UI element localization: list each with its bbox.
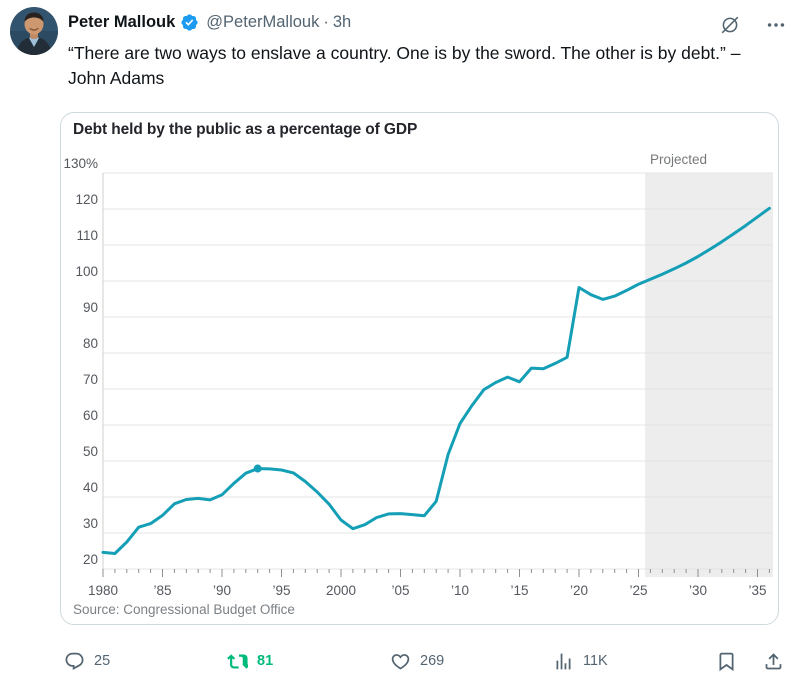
y-axis-label: 100 xyxy=(75,264,98,279)
projected-region xyxy=(645,173,773,577)
y-axis-label: 60 xyxy=(83,408,98,423)
analytics-bars-icon xyxy=(556,653,571,669)
like-button[interactable]: 269 xyxy=(390,651,553,672)
chart-card[interactable]: Debt held by the public as a percentage … xyxy=(60,112,779,625)
y-axis-label: 90 xyxy=(83,300,98,315)
share-icon xyxy=(765,652,782,669)
timestamp[interactable]: 3h xyxy=(332,13,352,31)
post-header: Peter Mallouk @PeterMallouk · 3h xyxy=(68,13,351,32)
debt-line-series xyxy=(101,206,771,555)
more-menu-icon[interactable] xyxy=(765,14,787,36)
y-axis-label: 120 xyxy=(75,192,98,207)
y-axis-label: 130% xyxy=(63,156,98,171)
action-bar: 25 81 269 11K xyxy=(64,644,788,678)
y-axis-label: 70 xyxy=(83,372,98,387)
x-axis-label: 1980 xyxy=(88,583,118,598)
separator-dot: · xyxy=(323,13,329,31)
reply-button[interactable]: 25 xyxy=(64,651,227,672)
grok-icon[interactable] xyxy=(719,14,741,36)
y-axis-label: 50 xyxy=(83,444,98,459)
x-axis-label: 2000 xyxy=(326,583,356,598)
repost-count: 81 xyxy=(257,653,274,669)
views-count: 11K xyxy=(583,653,608,669)
reply-count: 25 xyxy=(94,653,111,669)
x-axis-label: ’30 xyxy=(689,583,707,598)
reply-icon xyxy=(65,652,84,670)
y-axis-label: 20 xyxy=(83,552,98,567)
repost-button[interactable]: 81 xyxy=(227,651,390,672)
chart-source: Source: Congressional Budget Office xyxy=(73,602,295,617)
author-handle[interactable]: @PeterMallouk xyxy=(206,13,320,31)
share-button[interactable] xyxy=(763,651,784,672)
x-axis-label: ’95 xyxy=(272,583,290,598)
y-axis-label: 30 xyxy=(83,516,98,531)
x-axis-label: ’85 xyxy=(153,583,171,598)
x-axis-label: ’90 xyxy=(213,583,231,598)
x-axis-label: ’10 xyxy=(451,583,469,598)
chart-title: Debt held by the public as a percentage … xyxy=(73,121,418,138)
y-axis-label: 80 xyxy=(83,336,98,351)
x-axis-label: ’05 xyxy=(391,583,409,598)
y-axis-label: 110 xyxy=(76,228,98,243)
x-axis-label: ’35 xyxy=(748,583,766,598)
avatar[interactable] xyxy=(10,7,58,55)
bookmark-icon xyxy=(719,652,734,671)
tweet-text: “There are two ways to enslave a country… xyxy=(68,43,741,88)
x-axis-label: ’25 xyxy=(629,583,647,598)
x-axis-label: ’15 xyxy=(510,583,528,598)
verified-badge-icon xyxy=(180,13,199,32)
debt-gdp-line-chart: 130% 120 110 100 90 80 70 60 50 40 30 20 1980 ’85 ’90 ’… xyxy=(63,152,773,598)
author-name[interactable]: Peter Mallouk xyxy=(68,13,176,31)
avatar-image xyxy=(10,7,58,55)
bookmark-button[interactable] xyxy=(716,651,737,672)
line-marker-dot xyxy=(253,464,262,473)
x-axis-label: ’20 xyxy=(570,583,588,598)
views-button[interactable]: 11K xyxy=(553,651,716,672)
y-axis-label: 40 xyxy=(83,480,98,495)
repost-icon xyxy=(227,653,248,669)
projected-label: Projected xyxy=(650,152,707,167)
heart-icon xyxy=(391,653,410,670)
like-count: 269 xyxy=(420,653,445,669)
